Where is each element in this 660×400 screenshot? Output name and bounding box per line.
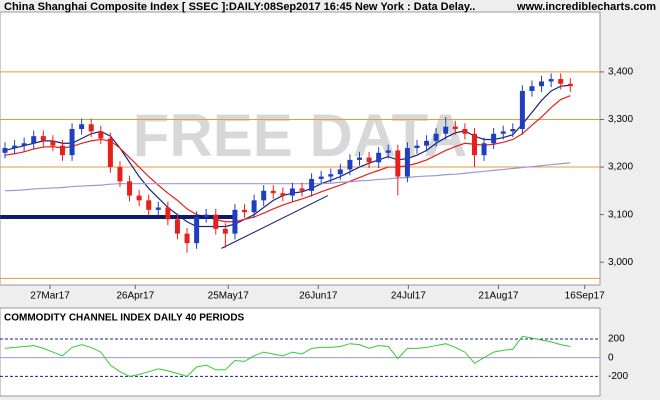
site: www.incrediblecharts.com xyxy=(516,1,656,13)
candle-body xyxy=(98,131,104,139)
candle-body xyxy=(261,190,267,201)
candle-body xyxy=(529,86,535,91)
candle-body xyxy=(539,81,545,87)
candle-body xyxy=(232,209,238,234)
candle-body xyxy=(136,195,142,201)
moving-average xyxy=(4,162,571,192)
cci-line xyxy=(4,335,571,377)
candle-body xyxy=(318,176,324,179)
candle-body xyxy=(481,143,487,156)
candle-body xyxy=(242,209,248,213)
candle-body xyxy=(395,150,401,177)
candle-body xyxy=(174,219,180,234)
x-tick-label: 21Aug17 xyxy=(478,291,518,302)
y-tick-label: 3,400 xyxy=(608,67,633,78)
trendline xyxy=(221,195,329,249)
candle-body xyxy=(59,145,65,156)
candle-body xyxy=(69,129,75,156)
candle-body xyxy=(404,148,410,177)
candle-body xyxy=(471,133,477,156)
candle-body xyxy=(328,174,334,177)
candle-body xyxy=(2,148,8,153)
candle-body xyxy=(519,90,525,129)
candle-body xyxy=(21,143,27,146)
candle-body xyxy=(309,178,315,191)
x-tick-label: 26Jun17 xyxy=(299,291,338,302)
candle-body xyxy=(184,233,190,244)
candle-body xyxy=(357,157,363,160)
y-tick-label: 200 xyxy=(608,334,625,345)
candle-body xyxy=(79,124,85,129)
cci-panel xyxy=(0,307,601,397)
y-tick-label: 3,300 xyxy=(608,114,633,125)
candle-body xyxy=(117,167,123,182)
candle-body xyxy=(443,126,449,134)
candle-body xyxy=(213,214,219,229)
candle-body xyxy=(567,83,573,87)
y-tick-label: 0 xyxy=(608,352,614,363)
candle-body xyxy=(337,169,343,175)
candle-body xyxy=(491,133,497,144)
candle-body xyxy=(558,79,564,84)
candle-body xyxy=(155,207,161,210)
candle-body xyxy=(165,207,171,220)
candle-body xyxy=(548,79,554,82)
candle-body xyxy=(376,152,382,163)
cci-title: COMMODITY CHANNEL INDEX DAILY 40 PERIODS xyxy=(4,313,245,324)
candle-body xyxy=(414,145,420,149)
candle-body xyxy=(500,131,506,134)
candle-body xyxy=(251,200,257,213)
candle-body xyxy=(127,181,133,196)
y-tick-label: -200 xyxy=(608,371,628,382)
candle-body xyxy=(280,193,286,196)
candle-body xyxy=(88,124,94,132)
y-tick-label: 3,200 xyxy=(608,162,633,173)
candle-body xyxy=(31,136,37,144)
candle-body xyxy=(50,140,56,146)
x-tick-label: 25May17 xyxy=(208,291,250,302)
candle-body xyxy=(40,136,46,141)
x-tick-label: 24Jul17 xyxy=(391,291,426,302)
x-tick-label: 16Sep17 xyxy=(565,291,605,302)
watermark: FREE DATA xyxy=(133,102,467,169)
candle-body xyxy=(385,150,391,153)
main-panel xyxy=(0,11,601,286)
x-tick-label: 27Mar17 xyxy=(30,291,70,302)
candle-body xyxy=(289,188,295,196)
candle-body xyxy=(146,200,152,210)
candle-body xyxy=(424,140,430,146)
candle-body xyxy=(347,159,353,170)
y-tick-label: 3,000 xyxy=(608,257,633,268)
x-tick-label: 26Apr17 xyxy=(116,291,154,302)
candle-body xyxy=(366,157,372,163)
candle-body xyxy=(12,145,18,149)
candle-body xyxy=(107,138,113,168)
candle-body xyxy=(203,214,209,217)
candle-body xyxy=(270,190,276,194)
y-tick-label: 3,100 xyxy=(608,209,633,220)
candle-body xyxy=(510,129,516,132)
chart-title: China Shanghai Composite Index [ SSEC ]:… xyxy=(4,1,475,13)
candle-body xyxy=(462,129,468,134)
candle-body xyxy=(299,188,305,191)
candle-body xyxy=(452,126,458,129)
candle-body xyxy=(194,216,200,244)
candle-body xyxy=(433,133,439,141)
candle-body xyxy=(222,228,228,234)
